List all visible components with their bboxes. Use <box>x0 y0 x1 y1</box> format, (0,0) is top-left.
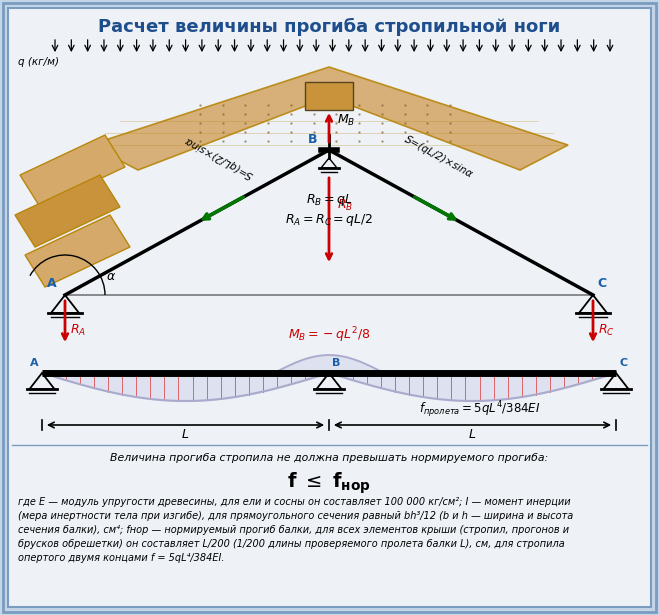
Text: сечения балки), см⁴; fнор — нормируемый прогиб балки, для всех элементов крыши (: сечения балки), см⁴; fнор — нормируемый … <box>18 525 569 535</box>
Text: где E — модуль упругости древесины, для ели и сосны он составляет 100 000 кг/см²: где E — модуль упругости древесины, для … <box>18 497 571 507</box>
Text: $R_A=R_C= qL/2$: $R_A=R_C= qL/2$ <box>285 212 373 228</box>
FancyBboxPatch shape <box>305 82 353 110</box>
Text: $M_B= -qL^2/8$: $M_B= -qL^2/8$ <box>288 325 370 345</box>
Text: S=(qL/2)×sinα: S=(qL/2)×sinα <box>183 135 255 180</box>
Text: L: L <box>469 428 476 441</box>
Polygon shape <box>90 67 568 170</box>
Text: опертого двумя концами f = 5qL⁴/384EI.: опертого двумя концами f = 5qL⁴/384EI. <box>18 553 225 563</box>
FancyBboxPatch shape <box>8 8 651 607</box>
Polygon shape <box>25 215 130 287</box>
Text: C: C <box>619 358 627 368</box>
Text: Расчет величины прогиба стропильной ноги: Расчет величины прогиба стропильной ноги <box>98 18 560 36</box>
Text: (мера инертности тела при изгибе), для прямоугольного сечения равный bh³/12 (b и: (мера инертности тела при изгибе), для п… <box>18 511 573 521</box>
Text: $R_A$: $R_A$ <box>70 322 86 338</box>
Text: L: L <box>182 428 189 441</box>
Text: брусков обрешетки) он составляет L/200 (1/200 длины проверяемого пролета балки L: брусков обрешетки) он составляет L/200 (… <box>18 539 565 549</box>
Text: B: B <box>332 358 341 368</box>
Text: S=(qL/2)×sinα: S=(qL/2)×sinα <box>403 135 474 180</box>
Text: $R_B$: $R_B$ <box>337 197 353 213</box>
Text: A: A <box>47 277 57 290</box>
Text: A: A <box>30 358 39 368</box>
Text: $R_C$: $R_C$ <box>598 322 615 338</box>
Text: $\mathbf{f}\ \leq\ \mathbf{f_{нор}}$: $\mathbf{f}\ \leq\ \mathbf{f_{нор}}$ <box>287 470 371 496</box>
Text: B: B <box>308 133 317 146</box>
Polygon shape <box>20 135 125 207</box>
Text: C: C <box>597 277 606 290</box>
Text: q (кг/м): q (кг/м) <box>18 57 59 67</box>
Text: Величина прогиба стропила не должна превышать нормируемого прогиба:: Величина прогиба стропила не должна прев… <box>110 453 548 463</box>
Text: $f_{пролета}= 5qL^4/384EI$: $f_{пролета}= 5qL^4/384EI$ <box>419 400 541 420</box>
Text: α: α <box>107 270 115 283</box>
Polygon shape <box>15 175 120 247</box>
FancyBboxPatch shape <box>3 3 656 612</box>
Text: $M_B$: $M_B$ <box>337 113 355 127</box>
Text: $R_B= qL$: $R_B= qL$ <box>306 192 353 208</box>
